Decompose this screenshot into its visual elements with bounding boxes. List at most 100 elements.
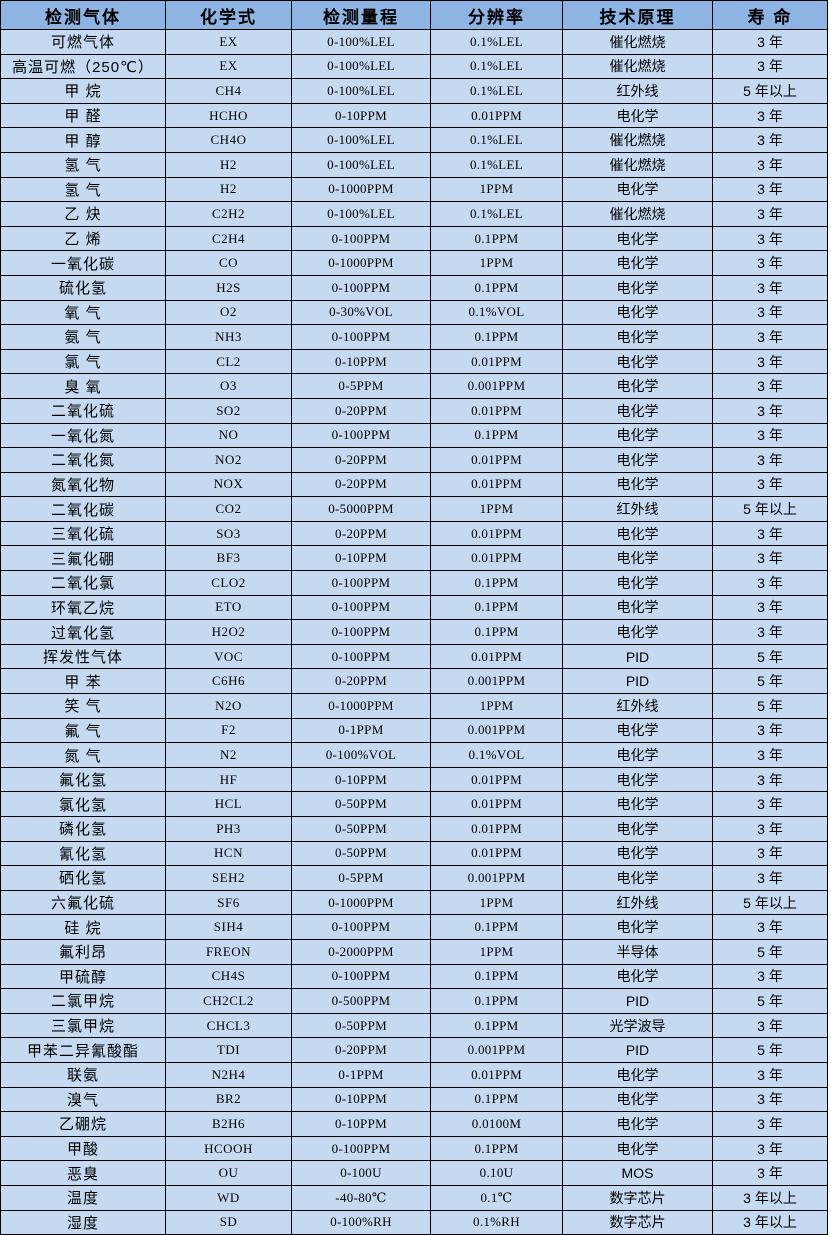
table-row: 氮氧化物 NOX 0-20PPM 0.01PPM 电化学 3 年 — [0, 471, 828, 498]
table-row: 可燃气体 EX 0-100%LEL 0.1%LEL 催化燃烧 3 年 — [0, 29, 828, 55]
cell-chemical-formula: CO — [165, 250, 292, 276]
cell-detection-range: 0-100%LEL — [291, 127, 431, 153]
table-row: 挥发性气体 VOC 0-100PPM 0.01PPM PID 5 年 — [0, 643, 828, 670]
cell-detection-range: 0-100PPM — [291, 570, 431, 596]
cell-detection-range: 0-100%VOL — [291, 742, 431, 768]
cell-resolution: 0.001PPM — [430, 1037, 563, 1063]
cell-lifespan: 3 年以上 — [712, 1184, 828, 1211]
cell-detection-range: 0-10PPM — [291, 766, 431, 793]
cell-technology-principle: 电化学 — [562, 545, 713, 572]
cell-resolution: 0.1℃ — [430, 1184, 563, 1211]
cell-resolution: 0.1%VOL — [430, 299, 563, 326]
table-row: 过氧化氢 H2O2 0-100PPM 0.1PPM 电化学 3 年 — [0, 619, 828, 645]
cell-lifespan: 3 年 — [712, 914, 828, 940]
cell-gas-name: 硫化氢 — [0, 274, 166, 301]
cell-technology-principle: 催化燃烧 — [562, 29, 713, 55]
cell-resolution: 1PPM — [430, 496, 563, 522]
cell-technology-principle: PID — [562, 643, 713, 670]
table-row: 甲苯二异氰酸酯 TDI 0-20PPM 0.001PPM PID 5 年 — [0, 1037, 828, 1063]
cell-resolution: 0.1PPM — [430, 422, 563, 449]
cell-detection-range: 0-100PPM — [291, 643, 431, 670]
cell-lifespan: 5 年 — [712, 1037, 828, 1063]
cell-lifespan: 5 年 — [712, 938, 828, 965]
cell-lifespan: 3 年 — [712, 53, 828, 80]
cell-detection-range: 0-100PPM — [291, 914, 431, 940]
cell-technology-principle: 电化学 — [562, 914, 713, 940]
cell-gas-name: 二氯甲烷 — [0, 988, 166, 1014]
cell-lifespan: 3 年 — [712, 619, 828, 645]
cell-chemical-formula: C2H2 — [165, 201, 292, 227]
table-row: 硫化氢 H2S 0-100PPM 0.1PPM 电化学 3 年 — [0, 274, 828, 301]
cell-resolution: 0.1%LEL — [430, 78, 563, 104]
cell-gas-name: 甲硫醇 — [0, 963, 166, 990]
cell-resolution: 0.001PPM — [430, 717, 563, 744]
cell-lifespan: 5 年 — [712, 643, 828, 670]
cell-gas-name: 氮 气 — [0, 742, 166, 768]
cell-detection-range: -40-80℃ — [291, 1184, 431, 1211]
cell-chemical-formula: VOC — [165, 643, 292, 670]
cell-lifespan: 3 年 — [712, 201, 828, 227]
cell-gas-name: 挥发性气体 — [0, 643, 166, 670]
cell-chemical-formula: ETO — [165, 594, 292, 621]
cell-gas-name: 甲苯二异氰酸酯 — [0, 1037, 166, 1063]
cell-lifespan: 3 年 — [712, 422, 828, 449]
table-row: 三氯甲烷 CHCL3 0-50PPM 0.1PPM 光学波导 3 年 — [0, 1012, 828, 1039]
cell-gas-name: 环氧乙烷 — [0, 594, 166, 621]
cell-technology-principle: 电化学 — [562, 1135, 713, 1162]
cell-gas-name: 乙 炔 — [0, 201, 166, 227]
cell-technology-principle: 电化学 — [562, 570, 713, 596]
table-row: 高温可燃（250℃） EX 0-100%LEL 0.1%LEL 催化燃烧 3 年 — [0, 53, 828, 80]
cell-resolution: 0.01PPM — [430, 766, 563, 793]
cell-chemical-formula: BF3 — [165, 545, 292, 572]
cell-lifespan: 3 年 — [712, 1086, 828, 1113]
table-row: 氨 气 NH3 0-100PPM 0.1PPM 电化学 3 年 — [0, 324, 828, 350]
cell-detection-range: 0-1000PPM — [291, 250, 431, 276]
cell-gas-name: 二氧化氮 — [0, 447, 166, 473]
cell-lifespan: 3 年 — [712, 471, 828, 498]
cell-lifespan: 3 年 — [712, 102, 828, 129]
cell-technology-principle: 电化学 — [562, 1111, 713, 1137]
cell-detection-range: 0-100PPM — [291, 225, 431, 252]
cell-technology-principle: 催化燃烧 — [562, 151, 713, 178]
cell-chemical-formula: CLO2 — [165, 570, 292, 596]
cell-detection-range: 0-10PPM — [291, 348, 431, 375]
cell-chemical-formula: H2 — [165, 176, 292, 203]
table-row: 硅 烷 SIH4 0-100PPM 0.1PPM 电化学 3 年 — [0, 914, 828, 940]
cell-chemical-formula: WD — [165, 1184, 292, 1211]
cell-gas-name: 甲 烷 — [0, 78, 166, 104]
cell-lifespan: 3 年以上 — [712, 1209, 828, 1235]
cell-resolution: 0.01PPM — [430, 791, 563, 817]
cell-detection-range: 0-50PPM — [291, 1012, 431, 1039]
cell-resolution: 0.1%LEL — [430, 151, 563, 178]
cell-technology-principle: 半导体 — [562, 938, 713, 965]
cell-chemical-formula: N2O — [165, 693, 292, 719]
cell-gas-name: 氢 气 — [0, 176, 166, 203]
cell-technology-principle: 电化学 — [562, 102, 713, 129]
cell-gas-name: 氢 气 — [0, 151, 166, 178]
cell-chemical-formula: CHCL3 — [165, 1012, 292, 1039]
cell-gas-name: 氨 气 — [0, 324, 166, 350]
cell-gas-name: 二氧化碳 — [0, 496, 166, 522]
table-row: 甲酸 HCOOH 0-100PPM 0.1PPM 电化学 3 年 — [0, 1135, 828, 1162]
cell-lifespan: 3 年 — [712, 1135, 828, 1162]
cell-detection-range: 0-500PPM — [291, 988, 431, 1014]
table-row: 环氧乙烷 ETO 0-100PPM 0.1PPM 电化学 3 年 — [0, 594, 828, 621]
cell-chemical-formula: HF — [165, 766, 292, 793]
cell-chemical-formula: SO3 — [165, 520, 292, 547]
cell-resolution: 0.01PPM — [430, 471, 563, 498]
cell-detection-range: 0-100%LEL — [291, 201, 431, 227]
cell-lifespan: 3 年 — [712, 274, 828, 301]
cell-gas-name: 氟利昂 — [0, 938, 166, 965]
cell-technology-principle: 电化学 — [562, 348, 713, 375]
cell-resolution: 0.1PPM — [430, 324, 563, 350]
cell-detection-range: 0-20PPM — [291, 668, 431, 695]
cell-resolution: 0.1PPM — [430, 1135, 563, 1162]
cell-gas-name: 可燃气体 — [0, 29, 166, 55]
cell-resolution: 0.1PPM — [430, 619, 563, 645]
cell-resolution: 0.1PPM — [430, 914, 563, 940]
cell-technology-principle: 数字芯片 — [562, 1209, 713, 1235]
cell-technology-principle: 电化学 — [562, 447, 713, 473]
cell-lifespan: 5 年 — [712, 988, 828, 1014]
cell-resolution: 1PPM — [430, 250, 563, 276]
cell-resolution: 0.01PPM — [430, 520, 563, 547]
